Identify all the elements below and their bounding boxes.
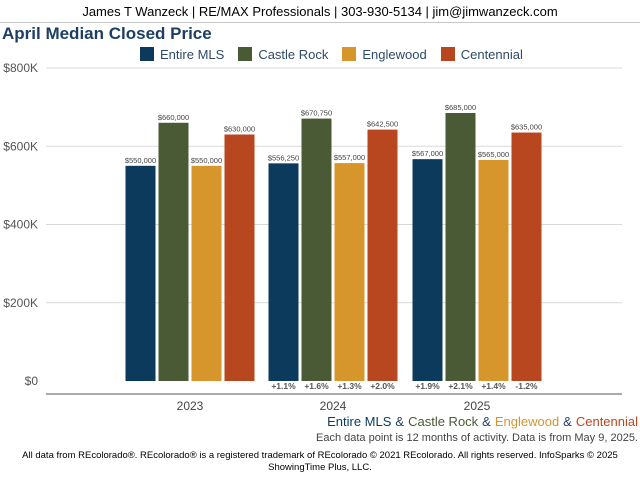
footer-company: ShowingTime Plus, LLC. (268, 462, 372, 473)
y-tick-label: $400K (3, 218, 38, 232)
bar-value-label: $550,000 (191, 156, 222, 165)
subtitle-separator: & (563, 414, 572, 429)
legend-item: Castle Rock (238, 47, 328, 62)
bar-value-label: $685,000 (445, 103, 476, 112)
bar (191, 165, 222, 381)
legend-swatch (440, 47, 455, 61)
bar-change-label: +1.9% (415, 381, 440, 391)
x-tick-label: 2025 (464, 399, 491, 413)
bar-value-label: $556,250 (268, 153, 299, 162)
bar-value-label: $660,000 (158, 113, 189, 122)
bar-value-label: $670,750 (301, 109, 332, 118)
footer-copyright: All data from REcolorado®. REcolorado® i… (22, 450, 618, 461)
x-tick-label: 2024 (320, 399, 347, 413)
bar-change-label: +2.1% (448, 381, 473, 391)
bar (445, 112, 476, 382)
bar-value-label: $567,000 (412, 149, 443, 158)
bar (301, 118, 332, 381)
bar-change-label: +1.4% (481, 381, 506, 391)
bar (125, 165, 156, 381)
bar (158, 122, 189, 382)
chart-legend: Entire MLS Castle Rock Englewood Centennial (140, 45, 537, 63)
legend-swatch (140, 47, 154, 61)
bar-change-label: +1.6% (304, 381, 329, 391)
bar (511, 132, 542, 381)
bar (334, 163, 365, 381)
bar-value-label: $565,000 (478, 150, 509, 159)
subtitle-series-name: Entire MLS (327, 414, 392, 429)
bar-change-label: +1.1% (271, 381, 296, 391)
subtitle-separator: & (395, 414, 405, 429)
legend-label: Centennial (460, 46, 523, 62)
bar (224, 134, 255, 381)
bar (412, 159, 443, 381)
footer: All data from REcolorado®. REcolorado® i… (0, 450, 640, 474)
agent-contact-info: James T Wanzeck | RE/MAX Professionals |… (82, 3, 558, 19)
subtitle-series-name: Englewood (494, 414, 560, 429)
bar-change-label: +2.0% (370, 381, 395, 391)
y-tick-label: $200K (3, 296, 38, 310)
bar-change-label: -1.2% (515, 381, 538, 391)
bar-change-label: +1.3% (337, 381, 362, 391)
bar (478, 159, 509, 381)
bar (268, 163, 299, 381)
data-note: Each data point is 12 months of activity… (315, 432, 638, 444)
bar-value-label: $635,000 (511, 123, 542, 132)
header-bar: James T Wanzeck | RE/MAX Professionals |… (0, 0, 640, 23)
legend-swatch (238, 47, 253, 61)
subtitle-separator: & (482, 414, 491, 429)
series-subtitle: Entire MLS & Castle Rock & Englewood & Centenn… (327, 414, 638, 429)
legend-item: Entire MLS (140, 47, 224, 62)
legend-item: Centennial (440, 46, 523, 62)
legend-swatch (342, 47, 357, 61)
chart-title: April Median Closed Price (2, 24, 212, 43)
legend-item: Englewood (342, 46, 427, 62)
bar-value-label: $550,000 (125, 156, 156, 165)
bar-value-label: $557,000 (334, 153, 365, 162)
y-tick-label: $600K (3, 139, 38, 153)
bar-value-label: $642,500 (367, 120, 398, 129)
bar-value-label: $630,000 (224, 125, 255, 134)
subtitle-series-name: Castle Rock (408, 414, 479, 429)
legend-label: Englewood (362, 46, 427, 62)
bar (367, 129, 398, 381)
legend-label: Entire MLS (160, 46, 225, 62)
subtitle-series-name: Centennial (575, 414, 638, 429)
y-tick-label: $0 (25, 374, 39, 388)
y-tick-label: $800K (3, 61, 38, 75)
legend-label: Castle Rock (258, 46, 329, 62)
x-tick-label: 2023 (177, 399, 204, 413)
